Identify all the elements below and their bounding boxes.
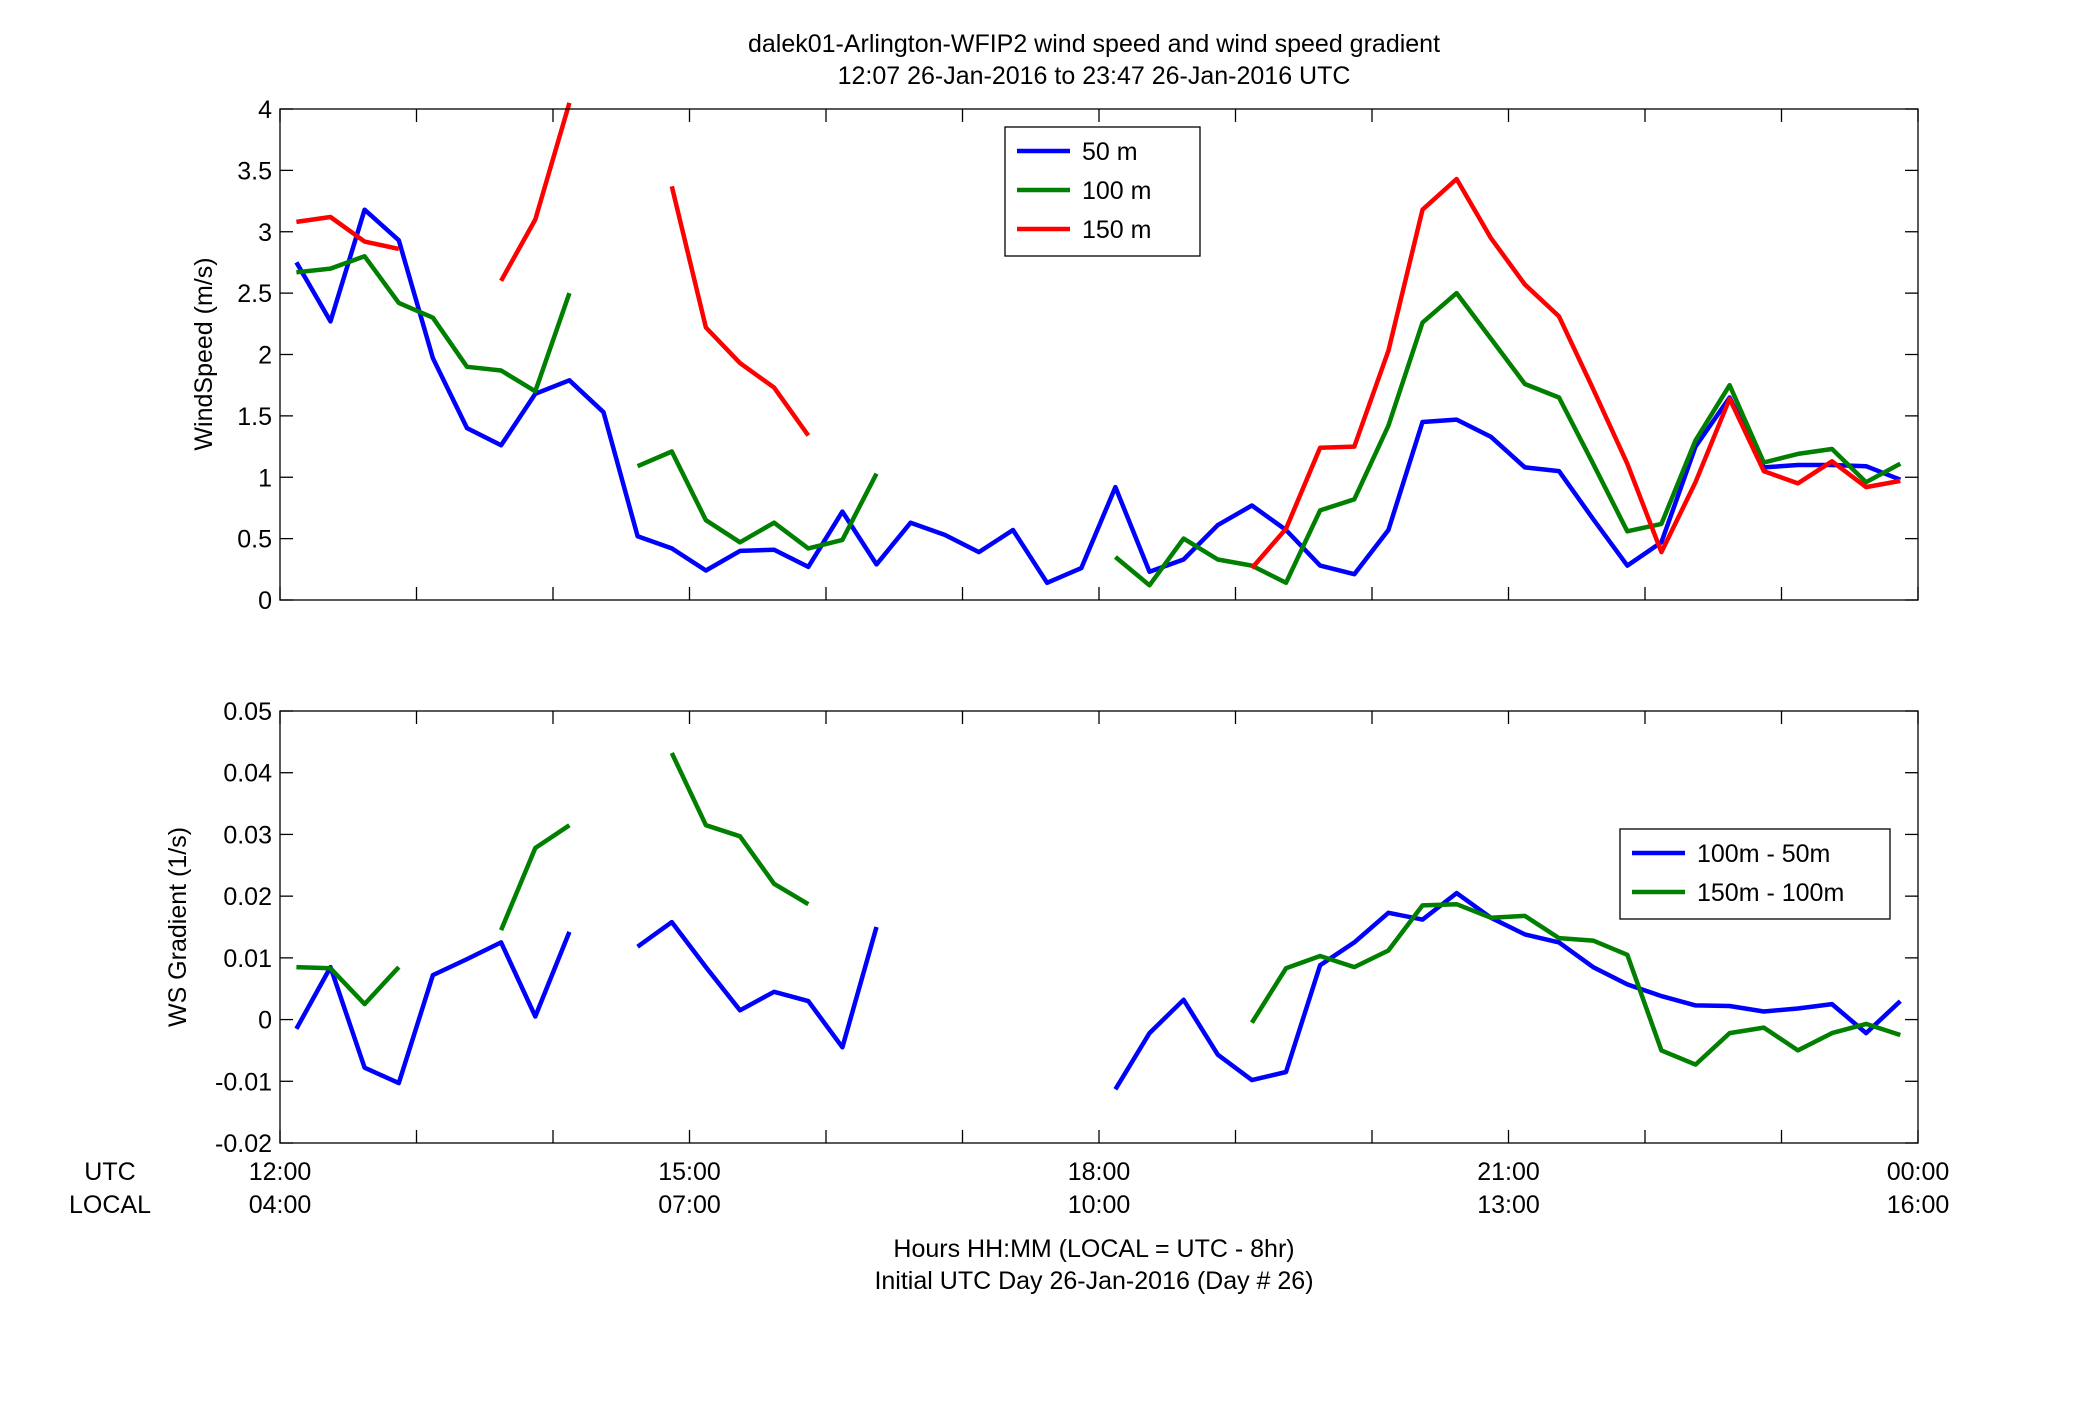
gradient-plot-area	[280, 711, 1918, 1143]
windspeed-y-tick-label: 1.5	[237, 403, 272, 431]
gradient-y-axis-label: WS Gradient (1/s)	[164, 827, 192, 1027]
windspeed-series-line-50-m	[294, 207, 1902, 586]
local-tick-label: 04:00	[249, 1191, 312, 1219]
windspeed-series-line-100-m	[296, 254, 572, 394]
windspeed-y-tick-label: 3.5	[237, 157, 272, 185]
utc-row-label: UTC	[84, 1158, 135, 1186]
utc-tick-label: 21:00	[1477, 1158, 1540, 1186]
gradient-y-tick-label: -0.02	[215, 1130, 272, 1158]
local-tick-label: 10:00	[1068, 1191, 1131, 1219]
windspeed-y-ticks: 0 0.5 1 1.5 2 2.5 3 3.5 4	[237, 96, 1918, 615]
windspeed-y-tick-label: 0.5	[237, 526, 272, 554]
windspeed-y-tick-label: 0	[258, 587, 272, 615]
gradient-series-line-100m-50m	[1113, 890, 1902, 1091]
gradient-y-tick-label: 0.02	[223, 883, 272, 911]
gradient-series-line-150m-100m	[296, 964, 401, 1007]
windspeed-series-line-150-m	[296, 214, 400, 252]
gradient-axes: -0.02 -0.01 0 0.01 0.02 0.03 0.04 0.05 WS Gradi…	[164, 698, 1919, 1158]
local-row-label: LOCAL	[69, 1191, 151, 1219]
gradient-series-line-150m-100m	[1249, 901, 1901, 1067]
gradient-y-tick-label: 0.01	[223, 945, 272, 973]
windspeed-series-line-100-m	[636, 449, 879, 551]
gradient-series-line-150m-100m	[669, 752, 810, 907]
windspeed-y-axis-label: WindSpeed (m/s)	[190, 257, 218, 450]
gradient-series-line-100m-50m	[636, 919, 879, 1050]
gradient-y-tick-label: 0.04	[223, 760, 272, 788]
x-tick-labels: 12:00 04:00 15:00 07:00 18:00 10:00 21:00 13:00…	[249, 1158, 1950, 1219]
chart-title-line1: dalek01-Arlington-WFIP2 wind speed and w…	[748, 30, 1440, 58]
windspeed-series	[294, 102, 1902, 588]
windspeed-y-tick-label: 4	[258, 96, 272, 124]
windspeed-axes-frame	[279, 108, 1919, 601]
windspeed-legend-box	[1004, 126, 1201, 257]
utc-tick-label: 00:00	[1887, 1158, 1950, 1186]
windspeed-legend-entry: 50 m	[1082, 138, 1138, 166]
utc-tick-label: 12:00	[249, 1158, 312, 1186]
x-axis-label-line2: Initial UTC Day 26-Jan-2016 (Day # 26)	[874, 1267, 1313, 1295]
gradient-legend-entry: 150m - 100m	[1697, 879, 1844, 907]
gradient-series-line-150m-100m	[499, 823, 571, 931]
chart-title-line2: 12:07 26-Jan-2016 to 23:47 26-Jan-2016 U…	[838, 62, 1351, 90]
windspeed-series-line-150-m	[499, 102, 572, 282]
gradient-legend-entry: 100m - 50m	[1697, 840, 1830, 868]
gradient-series-line-100m-50m	[294, 931, 572, 1086]
gradient-series	[294, 752, 1902, 1091]
local-tick-label: 16:00	[1887, 1191, 1950, 1219]
windspeed-y-tick-label: 1	[258, 464, 272, 492]
windspeed-legend: 50 m 100 m 150 m	[1004, 126, 1201, 257]
gradient-x-ticks	[279, 711, 1919, 1143]
local-tick-label: 13:00	[1477, 1191, 1540, 1219]
gradient-legend: 100m - 50m 150m - 100m	[1619, 828, 1891, 920]
gradient-legend-box	[1619, 828, 1891, 920]
windspeed-series-line-100-m	[1113, 290, 1902, 588]
gradient-y-tick-label: 0	[258, 1007, 272, 1035]
windspeed-legend-entry: 100 m	[1082, 177, 1151, 205]
windspeed-y-tick-label: 3	[258, 219, 272, 247]
x-axis-label-line1: Hours HH:MM (LOCAL = UTC - 8hr)	[893, 1235, 1294, 1263]
gradient-y-tick-label: -0.01	[215, 1068, 272, 1096]
utc-tick-label: 15:00	[658, 1158, 721, 1186]
utc-tick-label: 18:00	[1068, 1158, 1131, 1186]
gradient-axes-frame	[279, 710, 1919, 1144]
windspeed-y-tick-label: 2.5	[237, 280, 272, 308]
gradient-y-tick-label: 0.05	[223, 698, 272, 726]
windspeed-y-tick-label: 2	[258, 342, 272, 370]
gradient-y-tick-label: 0.03	[223, 821, 272, 849]
windspeed-axes: 0 0.5 1 1.5 2 2.5 3 3.5 4 WindSpeed (m/s) 50 m 10…	[190, 96, 1919, 615]
windspeed-series-line-150-m	[1250, 176, 1901, 570]
gradient-y-ticks: -0.02 -0.01 0 0.01 0.02 0.03 0.04 0.05	[215, 698, 1918, 1158]
local-tick-label: 07:00	[658, 1191, 721, 1219]
windspeed-legend-entry: 150 m	[1082, 216, 1151, 244]
windspeed-series-line-150-m	[669, 185, 811, 437]
